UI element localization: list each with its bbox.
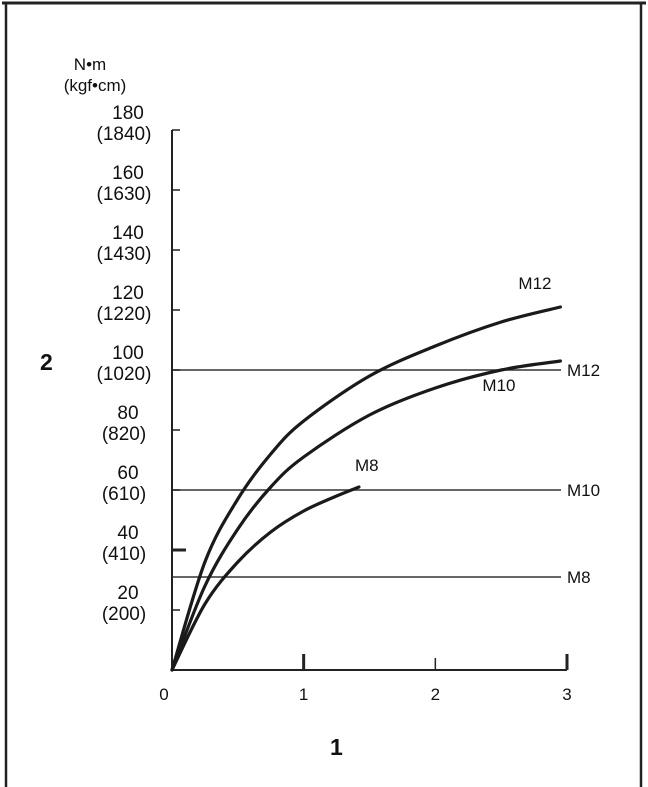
reference-line-label: M12 bbox=[567, 361, 600, 380]
y-tick-label: 160 bbox=[112, 163, 144, 184]
y-tick-label: 20 bbox=[117, 583, 138, 604]
y-tick-label: 60 bbox=[117, 463, 138, 484]
x-tick-label: 2 bbox=[431, 685, 440, 704]
series-curve-m8 bbox=[170, 485, 361, 672]
y-tick-sublabel: (410) bbox=[102, 544, 146, 565]
y-tick-label: 140 bbox=[112, 223, 144, 244]
y-axis-marker: 2 bbox=[40, 349, 53, 375]
series-label: M12 bbox=[518, 274, 551, 293]
y-tick-sublabel: (1630) bbox=[97, 184, 152, 205]
y-tick-sublabel: (820) bbox=[102, 424, 146, 445]
reference-line-label: M8 bbox=[567, 568, 591, 587]
x-tick-label: 1 bbox=[299, 685, 308, 704]
y-tick-label: 40 bbox=[117, 523, 138, 544]
series-label: M10 bbox=[482, 376, 515, 395]
y-unit-sub-label: (kgf•cm) bbox=[64, 76, 127, 95]
y-tick-sublabel: (1430) bbox=[97, 244, 152, 265]
y-tick-label: 100 bbox=[112, 343, 144, 364]
y-tick-label: 120 bbox=[112, 283, 144, 304]
y-tick-label: 180 bbox=[112, 103, 144, 124]
y-tick-sublabel: (1220) bbox=[97, 304, 152, 325]
y-tick-sublabel: (1840) bbox=[97, 124, 152, 145]
y-tick-sublabel: (1020) bbox=[97, 364, 152, 385]
series-curves: M12 M10 M8 bbox=[170, 274, 563, 672]
series-curve-m12 bbox=[170, 305, 563, 672]
x-tick-label: 0 bbox=[159, 685, 168, 704]
x-axis-marker: 1 bbox=[330, 734, 343, 760]
y-tick-sublabel: (200) bbox=[102, 604, 146, 625]
series-label: M8 bbox=[355, 456, 379, 475]
series-curve-m10 bbox=[170, 359, 563, 672]
reference-line-label: M10 bbox=[567, 481, 600, 500]
reference-lines: M12 M10 M8 bbox=[172, 361, 600, 587]
y-tick-sublabel: (610) bbox=[102, 484, 146, 505]
axes bbox=[171, 129, 569, 671]
tick-labels: 20(200)40(410)60(610)80(820)100(1020)120… bbox=[97, 103, 572, 704]
x-tick-label: 3 bbox=[562, 685, 571, 704]
y-unit-label: N•m bbox=[74, 55, 106, 74]
y-tick-label: 80 bbox=[117, 403, 138, 424]
